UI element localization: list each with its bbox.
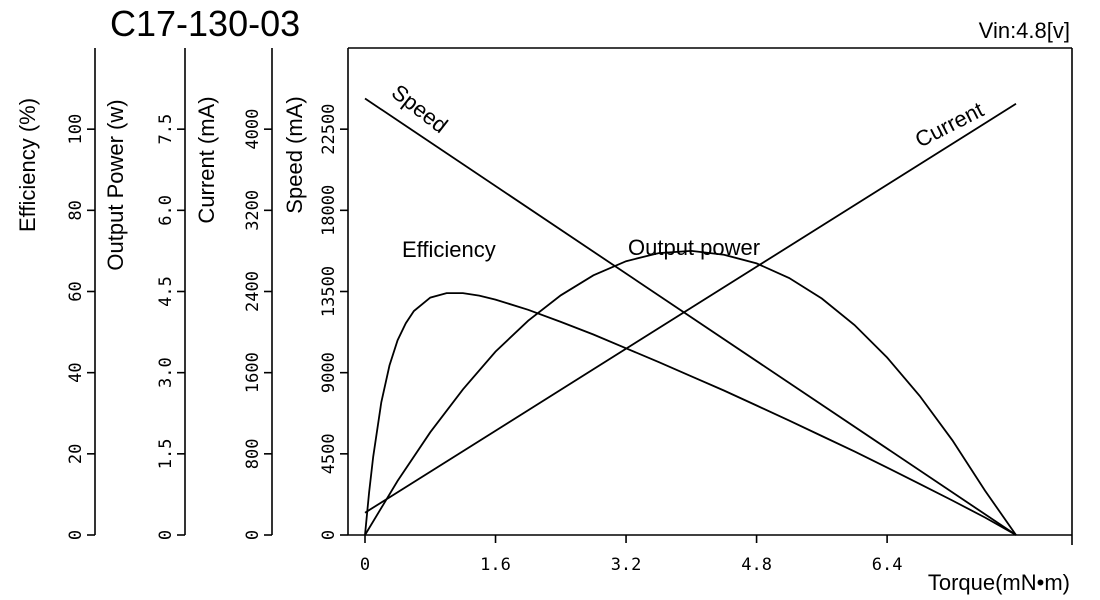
curve-label-current: Current <box>911 97 988 153</box>
tick-label-efficiency: 100 <box>66 114 86 145</box>
series-output-power <box>364 249 1017 536</box>
tick-label-power: 1.5 <box>156 438 176 469</box>
x-tick-label: 3.2 <box>611 555 642 575</box>
curve-label-layer: Speed Current Efficiency Output power <box>387 79 988 262</box>
curve-label-output-power: Output power <box>628 235 760 260</box>
tick-label-power: 0 <box>156 530 176 540</box>
series-efficiency <box>364 292 1017 536</box>
x-tick-label: 0 <box>360 555 370 575</box>
tick-label-current: 1600 <box>243 352 263 393</box>
x-tick-label: 1.6 <box>480 555 511 575</box>
tick-layer: 0 20 40 60 80 100 0 1.5 3.0 4.5 6.0 7.5 0 800 1600 2400… <box>66 104 902 575</box>
series-speed <box>364 97 1017 536</box>
curve-layer <box>364 97 1017 536</box>
tick-label-current: 2400 <box>243 271 263 312</box>
chart-title: C17-130-03 <box>110 3 300 44</box>
curve-label-speed: Speed <box>387 79 453 138</box>
tick-label-speed: 18000 <box>319 185 339 236</box>
tick-label-efficiency: 60 <box>66 281 86 301</box>
tick-label-efficiency: 0 <box>66 530 86 540</box>
tick-label-speed: 13500 <box>319 266 339 317</box>
voltage-label: Vin:4.8[v] <box>979 18 1070 43</box>
tick-label-power: 4.5 <box>156 276 176 307</box>
tick-label-current: 0 <box>243 530 263 540</box>
tick-label-speed: 9000 <box>319 352 339 393</box>
tick-label-speed: 22500 <box>319 104 339 155</box>
tick-label-power: 6.0 <box>156 195 176 226</box>
tick-label-current: 4000 <box>243 109 263 150</box>
tick-label-efficiency: 20 <box>66 444 86 464</box>
tick-label-speed: 0 <box>319 530 339 540</box>
tick-label-speed: 4500 <box>319 433 339 474</box>
tick-label-efficiency: 80 <box>66 200 86 220</box>
x-axis-label: Torque(mN•m) <box>928 570 1070 595</box>
tick-label-efficiency: 40 <box>66 362 86 382</box>
tick-label-current: 3200 <box>243 190 263 231</box>
x-tick-label: 6.4 <box>872 555 903 575</box>
efficiency-axis-title: Efficiency (%) <box>15 98 40 232</box>
current-axis-title: Current (mA) <box>194 96 219 223</box>
series-current <box>364 103 1017 514</box>
power-axis-title: Output Power (w) <box>103 99 128 270</box>
tick-label-current: 800 <box>243 438 263 469</box>
speed-axis-title: Speed (mA) <box>282 96 307 213</box>
tick-label-power: 7.5 <box>156 114 176 145</box>
x-tick-label: 4.8 <box>741 555 772 575</box>
curve-label-efficiency: Efficiency <box>402 237 496 262</box>
tick-label-power: 3.0 <box>156 357 176 388</box>
